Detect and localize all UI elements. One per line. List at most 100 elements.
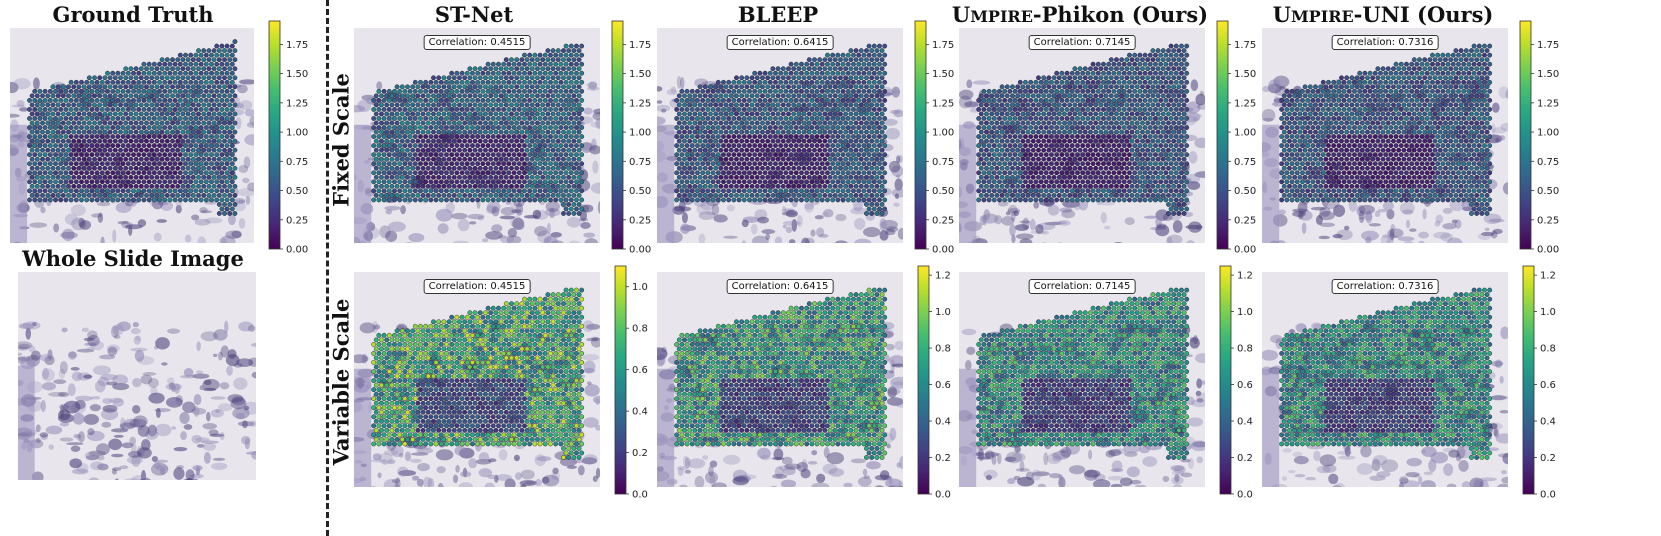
colorbar-tick-label: 0.00 <box>286 245 308 256</box>
colorbar-tick-label: 0.6 <box>632 365 648 376</box>
colorbar-tick-label: 0.25 <box>1537 215 1559 226</box>
colorbar-tick-label: 0.00 <box>629 245 651 256</box>
fixed-colorbar-bleep: 0.00 0.25 0.50 0.75 1.00 1.25 1.50 1.75 <box>914 17 966 259</box>
colorbar-tick-label: 1.75 <box>286 40 308 51</box>
slide-background <box>18 272 256 480</box>
tissue-edge <box>10 124 28 243</box>
colorbar-tick-label: 1.25 <box>932 98 954 109</box>
fixed-correlation-st-net: Correlation: 0.4515 <box>423 35 531 50</box>
colorbar-tick-label: 1.00 <box>1234 128 1256 139</box>
colorbar-tick-label: 1.00 <box>629 128 651 139</box>
variable-map-umpire-uni-ours-svg <box>1262 272 1508 487</box>
colorbar-tick-label: 0.6 <box>1237 380 1253 391</box>
fixed-map-st-net <box>354 28 600 243</box>
colorbar-tick-label: 0.50 <box>1234 186 1256 197</box>
colorbar-tick-label: 0.75 <box>286 157 308 168</box>
tissue-edge <box>18 365 35 480</box>
colorbar-tick-label: 1.75 <box>629 40 651 51</box>
row-label-variable-scale: Variable Scale <box>328 298 354 466</box>
colorbar-tick-label: 1.0 <box>632 282 648 293</box>
colorbar-tick-label: 1.0 <box>1540 307 1556 318</box>
colorbar-tick-label: 1.2 <box>1540 271 1556 282</box>
expression-spots <box>27 39 238 216</box>
fixed-map-bleep-svg <box>657 28 903 243</box>
colorbar-tick-label: 0.2 <box>935 453 951 464</box>
ground-truth-map <box>10 28 254 243</box>
colorbar-tick-label: 0.25 <box>932 215 954 226</box>
colorbar-tick-label: 1.00 <box>932 128 954 139</box>
colorbar-tick-label: 0.0 <box>935 490 951 501</box>
column-title-st-net: ST-Net <box>434 2 514 27</box>
ground-truth-map-svg <box>10 28 254 243</box>
expression-spots <box>976 43 1190 216</box>
fixed-map-umpire-phikon-ours <box>959 28 1205 243</box>
colorbar-tick-label: 1.50 <box>932 69 954 80</box>
column-title-umpire-uni: UMPIRE-UNI (Ours) <box>1272 2 1494 27</box>
variable-map-st-net-svg <box>354 272 600 487</box>
fixed-map-umpire-uni-ours <box>1262 28 1508 243</box>
colorbar-tick-label: 1.75 <box>932 40 954 51</box>
colorbar-tick-label: 1.00 <box>1537 128 1559 139</box>
colorbar-tick-label: 1.50 <box>286 69 308 80</box>
variable-map-bleep-svg <box>657 272 903 487</box>
colorbar-tick-label: 0.0 <box>632 490 648 501</box>
colorbar-tick-label: 1.2 <box>935 271 951 282</box>
colorbar-tick-label: 0.00 <box>932 245 954 256</box>
variable-map-umpire-phikon-ours <box>959 272 1205 487</box>
colorbar-tick-label: 1.0 <box>935 307 951 318</box>
fixed-colorbar-st-net: 0.00 0.25 0.50 0.75 1.00 1.25 1.50 1.75 <box>611 17 663 259</box>
colorbar-tick-label: 1.75 <box>1234 40 1256 51</box>
variable-correlation-st-net: Correlation: 0.4515 <box>423 279 531 294</box>
colorbar-gradient <box>614 265 627 495</box>
colorbar-gradient <box>1519 20 1532 250</box>
whole-slide-image <box>18 272 256 480</box>
fixed-colorbar-umpire-phikon-ours: 0.00 0.25 0.50 0.75 1.00 1.25 1.50 1.75 <box>1216 17 1268 259</box>
variable-correlation-umpire-phikon-ours: Correlation: 0.7145 <box>1028 279 1136 294</box>
tissue-edge <box>1262 368 1280 487</box>
colorbar-gradient <box>1219 265 1232 495</box>
colorbar-tick-label: 1.25 <box>1537 98 1559 109</box>
colorbar-gradient <box>611 20 624 250</box>
variable-map-umpire-phikon-ours-svg <box>959 272 1205 487</box>
colorbar-tick-label: 1.2 <box>1237 271 1253 282</box>
tissue-edge <box>1262 124 1280 243</box>
fixed-map-umpire-phikon-ours-svg <box>959 28 1205 243</box>
expression-spots <box>674 287 888 460</box>
expression-spots <box>976 287 1190 460</box>
fixed-map-bleep <box>657 28 903 243</box>
variable-colorbar-bleep: 0.0 0.2 0.4 0.6 0.8 1.0 1.2 <box>917 262 969 504</box>
tissue-edge <box>354 368 372 487</box>
tissue-edge <box>959 368 977 487</box>
colorbar-tick-label: 0.6 <box>935 380 951 391</box>
colorbar-tick-label: 0.0 <box>1237 490 1253 501</box>
colorbar-tick-label: 0.75 <box>629 157 651 168</box>
row-label-fixed-scale: Fixed Scale <box>328 73 354 207</box>
tissue-edge <box>657 368 675 487</box>
fixed-correlation-bleep: Correlation: 0.6415 <box>726 35 834 50</box>
colorbar-gradient <box>914 20 927 250</box>
colorbar-tick-label: 0.6 <box>1540 380 1556 391</box>
variable-colorbar-umpire-uni-ours: 0.0 0.2 0.4 0.6 0.8 1.0 1.2 <box>1522 262 1574 504</box>
variable-map-umpire-uni-ours <box>1262 272 1508 487</box>
colorbar-tick-label: 0.25 <box>286 215 308 226</box>
tissue-edge <box>959 124 977 243</box>
fixed-colorbar-umpire-uni-ours: 0.00 0.25 0.50 0.75 1.00 1.25 1.50 1.75 <box>1519 17 1571 259</box>
dashed-divider <box>326 0 329 536</box>
variable-colorbar-st-net: 0.0 0.2 0.4 0.6 0.8 1.0 <box>614 262 666 504</box>
column-title-umpire-phikon: UMPIRE-Phikon (Ours) <box>951 2 1209 27</box>
colorbar-gradient <box>1216 20 1229 250</box>
variable-map-bleep <box>657 272 903 487</box>
colorbar-tick-label: 0.50 <box>1537 186 1559 197</box>
colorbar-gradient <box>1522 265 1535 495</box>
colorbar-tick-label: 1.25 <box>629 98 651 109</box>
colorbar-tick-label: 0.50 <box>629 186 651 197</box>
colorbar-tick-label: 0.4 <box>632 407 648 418</box>
colorbar-tick-label: 0.8 <box>935 344 951 355</box>
colorbar-tick-label: 1.25 <box>286 98 308 109</box>
colorbar-tick-label: 0.4 <box>1237 417 1253 428</box>
colorbar-tick-label: 0.75 <box>1234 157 1256 168</box>
fixed-correlation-umpire-uni-ours: Correlation: 0.7316 <box>1331 35 1439 50</box>
ground-truth-title: Ground Truth <box>52 2 214 27</box>
colorbar-gradient <box>268 20 281 250</box>
colorbar-tick-label: 0.75 <box>1537 157 1559 168</box>
